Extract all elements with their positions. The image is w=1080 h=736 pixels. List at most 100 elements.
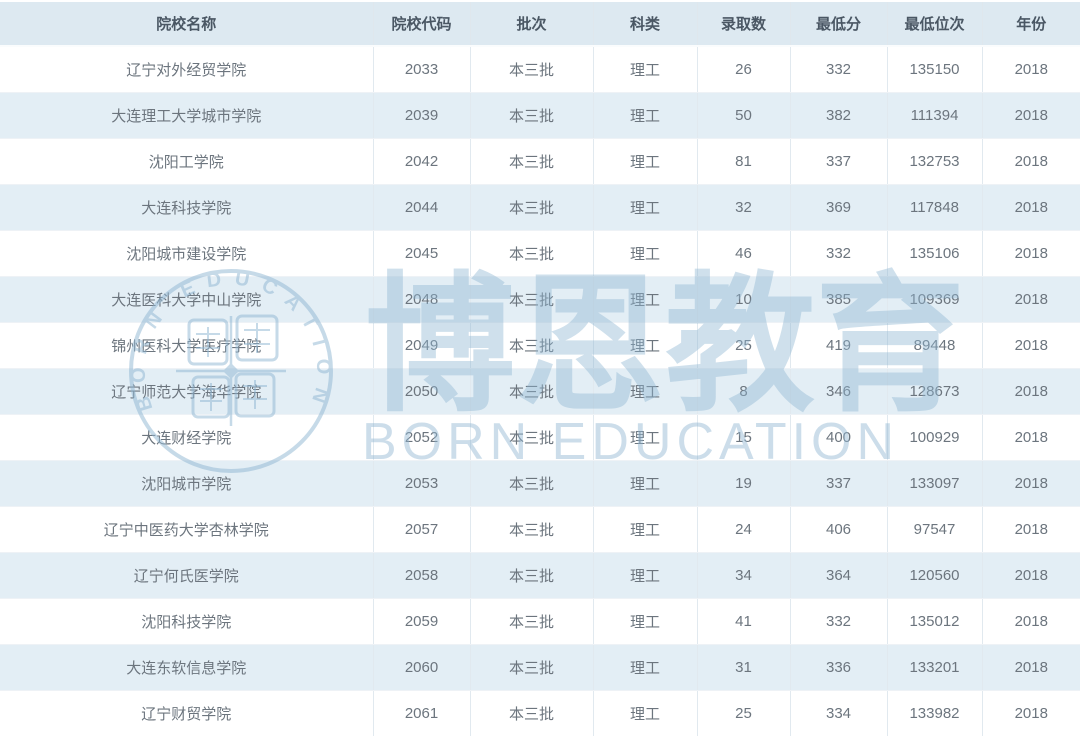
cell-category: 理工 [593,230,698,277]
cell-name: 大连科技学院 [0,184,374,231]
cell-category: 理工 [593,690,698,736]
cell-min_rank: 120560 [887,552,983,599]
cell-year: 2018 [982,322,1080,369]
cell-category: 理工 [593,322,698,369]
cell-year: 2018 [982,460,1080,507]
cell-min_rank: 132753 [887,138,983,185]
cell-batch: 本三批 [470,506,594,553]
cell-min_score: 406 [790,506,888,553]
cell-year: 2018 [982,598,1080,645]
cell-year: 2018 [982,644,1080,691]
cell-batch: 本三批 [470,690,594,736]
column-header-min_rank: 最低位次 [887,2,983,47]
cell-name: 辽宁对外经贸学院 [0,46,374,93]
cell-batch: 本三批 [470,46,594,93]
cell-name: 大连财经学院 [0,414,374,461]
cell-name: 辽宁何氏医学院 [0,552,374,599]
cell-batch: 本三批 [470,460,594,507]
cell-code: 2058 [373,552,471,599]
cell-admit_count: 24 [697,506,791,553]
cell-batch: 本三批 [470,414,594,461]
cell-category: 理工 [593,644,698,691]
cell-name: 沈阳工学院 [0,138,374,185]
cell-min_rank: 135150 [887,46,983,93]
cell-code: 2048 [373,276,471,323]
cell-admit_count: 26 [697,46,791,93]
cell-code: 2059 [373,598,471,645]
cell-min_rank: 135106 [887,230,983,277]
cell-name: 大连东软信息学院 [0,644,374,691]
cell-name: 沈阳城市建设学院 [0,230,374,277]
cell-min_score: 382 [790,92,888,139]
cell-year: 2018 [982,414,1080,461]
column-header-min_score: 最低分 [790,2,888,47]
table-row: 辽宁师范大学海华学院 2050 本三批 理工 8 346 128673 2018 [0,368,1080,415]
cell-code: 2060 [373,644,471,691]
column-header-admit_count: 录取数 [697,2,791,47]
cell-category: 理工 [593,92,698,139]
cell-category: 理工 [593,46,698,93]
cell-name: 锦州医科大学医疗学院 [0,322,374,369]
cell-code: 2057 [373,506,471,553]
cell-category: 理工 [593,552,698,599]
column-header-category: 科类 [593,2,698,47]
cell-min_score: 332 [790,598,888,645]
cell-min_score: 337 [790,460,888,507]
cell-admit_count: 15 [697,414,791,461]
cell-min_score: 334 [790,690,888,736]
table-row: 辽宁对外经贸学院 2033 本三批 理工 26 332 135150 2018 [0,46,1080,93]
column-header-name: 院校名称 [0,2,374,47]
column-header-batch: 批次 [470,2,594,47]
cell-min_rank: 128673 [887,368,983,415]
cell-min_score: 332 [790,230,888,277]
cell-batch: 本三批 [470,230,594,277]
cell-name: 辽宁师范大学海华学院 [0,368,374,415]
cell-batch: 本三批 [470,644,594,691]
cell-category: 理工 [593,598,698,645]
table-row: 大连科技学院 2044 本三批 理工 32 369 117848 2018 [0,184,1080,231]
cell-code: 2050 [373,368,471,415]
cell-code: 2033 [373,46,471,93]
header-row: 院校名称 院校代码 批次 科类 录取数 最低分 最低位次 年份 [0,2,1080,47]
cell-category: 理工 [593,368,698,415]
cell-admit_count: 8 [697,368,791,415]
cell-batch: 本三批 [470,598,594,645]
cell-admit_count: 19 [697,460,791,507]
cell-min_score: 332 [790,46,888,93]
cell-year: 2018 [982,184,1080,231]
cell-code: 2061 [373,690,471,736]
table-row: 锦州医科大学医疗学院 2049 本三批 理工 25 419 89448 2018 [0,322,1080,369]
cell-batch: 本三批 [470,322,594,369]
cell-min_rank: 111394 [887,92,983,139]
cell-admit_count: 32 [697,184,791,231]
cell-min_score: 364 [790,552,888,599]
table-row: 沈阳科技学院 2059 本三批 理工 41 332 135012 2018 [0,598,1080,645]
cell-min_rank: 100929 [887,414,983,461]
cell-min_rank: 89448 [887,322,983,369]
cell-category: 理工 [593,276,698,323]
cell-name: 辽宁中医药大学杏林学院 [0,506,374,553]
table-row: 大连东软信息学院 2060 本三批 理工 31 336 133201 2018 [0,644,1080,691]
cell-name: 辽宁财贸学院 [0,690,374,736]
cell-code: 2039 [373,92,471,139]
cell-name: 沈阳科技学院 [0,598,374,645]
cell-batch: 本三批 [470,552,594,599]
cell-min_score: 419 [790,322,888,369]
cell-admit_count: 25 [697,690,791,736]
cell-admit_count: 34 [697,552,791,599]
cell-batch: 本三批 [470,92,594,139]
cell-min_score: 385 [790,276,888,323]
cell-year: 2018 [982,368,1080,415]
cell-min_rank: 133201 [887,644,983,691]
cell-year: 2018 [982,552,1080,599]
table-body: 辽宁对外经贸学院 2033 本三批 理工 26 332 135150 2018 大连理工大学城市… [0,46,1080,736]
table-row: 大连医科大学中山学院 2048 本三批 理工 10 385 109369 2018 [0,276,1080,323]
cell-year: 2018 [982,506,1080,553]
cell-admit_count: 81 [697,138,791,185]
cell-admit_count: 31 [697,644,791,691]
cell-year: 2018 [982,138,1080,185]
cell-name: 沈阳城市学院 [0,460,374,507]
cell-category: 理工 [593,506,698,553]
